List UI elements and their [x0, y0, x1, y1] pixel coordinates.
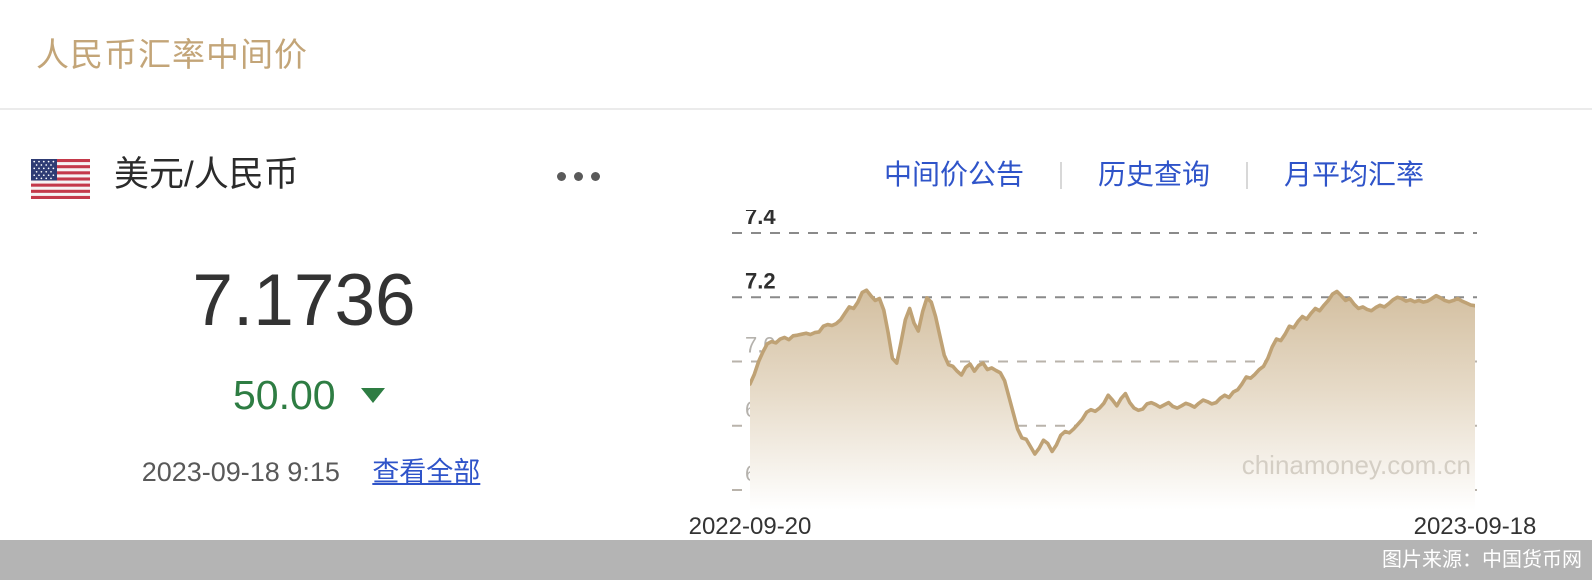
page-header: 人民币汇率中间价 — [0, 0, 1592, 110]
currency-pair-row[interactable]: 美元/人民币 — [0, 148, 640, 202]
image-source-label: 图片来源：中国货币网 — [1382, 549, 1582, 571]
view-all-link[interactable]: 查看全部 — [372, 457, 481, 487]
quote-timestamp: 2023-09-18 9:15 — [141, 457, 340, 487]
nav-separator-1 — [1059, 161, 1062, 189]
quote-meta-row: 2023-09-18 9:15 查看全部 — [0, 455, 640, 489]
chart-watermark: chinamoney.com.cn — [1242, 450, 1471, 480]
rate-value: 7.1736 — [0, 258, 640, 344]
chart-x-tick-label-end: 2023-09-18 — [1414, 513, 1537, 540]
chart-line — [750, 288, 1475, 456]
footer-bar: 图片来源：中国货币网 — [0, 540, 1592, 580]
y-tick-label: 7.4 — [745, 210, 776, 229]
page-title: 人民币汇率中间价 — [36, 36, 308, 73]
chart-panel: 中间价公告 历史查询 月平均汇率 — [640, 110, 1592, 540]
quote-panel: 美元/人民币 7.1736 50.00 2023-09-18 9:15 查看全部 — [0, 110, 640, 540]
dot-2 — [574, 171, 583, 181]
dot-3 — [591, 171, 600, 181]
chart-x-tick-label-start: 2022-09-20 — [689, 513, 812, 540]
change-value: 50.00 — [232, 372, 336, 418]
chart-nav-links: 中间价公告 历史查询 月平均汇率 — [640, 155, 1592, 195]
rate-value-text: 7.1736 — [192, 260, 416, 341]
dot-1 — [557, 171, 566, 181]
triangle-down-icon — [361, 387, 385, 403]
nav-link-monthly-average-rate[interactable]: 月平均汇率 — [1283, 159, 1424, 190]
us-flag-icon — [31, 159, 90, 199]
y-tick-label: 7.2 — [745, 268, 776, 293]
nav-separator-2 — [1245, 161, 1248, 189]
currency-pair-label: 美元/人民币 — [114, 155, 299, 194]
chart-svg: 7.47.27.06.86.6 chinamoney.com.cn 2022-0… — [689, 210, 1537, 540]
nav-link-history-query[interactable]: 历史查询 — [1097, 159, 1210, 190]
exchange-rate-chart[interactable]: 7.47.27.06.86.6 chinamoney.com.cn 2022-0… — [640, 210, 1592, 540]
more-horizontal-icon[interactable] — [557, 164, 603, 188]
nav-link-midprice-announcement[interactable]: 中间价公告 — [883, 159, 1024, 190]
chart-series-group — [750, 288, 1475, 510]
change-row: 50.00 — [0, 370, 640, 420]
